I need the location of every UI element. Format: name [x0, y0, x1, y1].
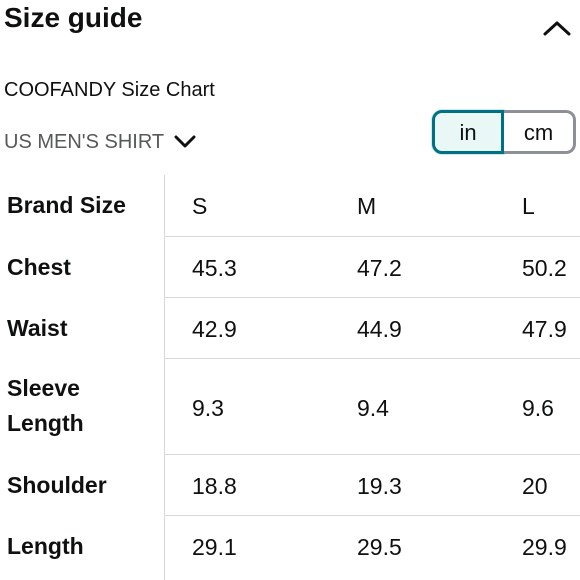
size-table: Brand Size S M L Chest 45.3 47.2 50.2 Wa…: [0, 175, 580, 580]
row-divider: [165, 358, 580, 359]
table-cell: 29.1: [192, 534, 237, 560]
table-row: Waist 42.9 44.9 47.9: [0, 298, 580, 358]
size-header-m: M: [357, 193, 377, 219]
brand-size-header: Brand Size: [7, 192, 126, 218]
table-cell: 29.5: [357, 534, 402, 560]
column-divider: [164, 175, 165, 580]
table-cell: 20: [522, 473, 548, 499]
table-cell: 19.3: [357, 473, 402, 499]
table-row: Length 29.1 29.5 29.9: [0, 516, 580, 580]
table-cell: 45.3: [192, 255, 237, 281]
row-label: Shoulder: [7, 472, 107, 498]
size-guide-header: Size guide: [0, 0, 580, 60]
table-cell: 50.2: [522, 255, 567, 281]
table-cell: 29.9: [522, 534, 567, 560]
table-row: Shoulder 18.8 19.3 20: [0, 455, 580, 515]
size-header-l: L: [522, 193, 535, 219]
row-label: Sleeve Length: [7, 375, 84, 436]
table-cell: 44.9: [357, 316, 402, 342]
row-divider: [165, 236, 580, 237]
row-divider: [165, 297, 580, 298]
size-header-s: S: [192, 193, 208, 219]
row-divider: [165, 515, 580, 516]
chevron-down-icon: [174, 135, 196, 148]
table-cell: 47.9: [522, 316, 567, 342]
table-cell: 47.2: [357, 255, 402, 281]
row-label: Waist: [7, 315, 68, 341]
table-row: Sleeve Length 9.3 9.4 9.6: [0, 359, 580, 454]
table-cell: 9.3: [192, 395, 224, 421]
table-cell: 9.6: [522, 395, 554, 421]
unit-toggle: in cm: [432, 110, 576, 154]
table-cell: 9.4: [357, 395, 389, 421]
size-chart-subtitle: COOFANDY Size Chart: [4, 79, 215, 101]
collapse-button[interactable]: [540, 14, 574, 42]
chevron-up-icon: [543, 21, 571, 36]
size-type-dropdown[interactable]: US MEN'S SHIRT: [4, 129, 196, 155]
unit-option-cm[interactable]: cm: [504, 110, 576, 154]
table-cell: 42.9: [192, 316, 237, 342]
row-label: Chest: [7, 254, 71, 280]
size-type-label: US MEN'S SHIRT: [4, 131, 165, 153]
unit-option-in[interactable]: in: [432, 110, 504, 154]
table-row: Chest 45.3 47.2 50.2: [0, 237, 580, 297]
page-title: Size guide: [4, 2, 143, 33]
row-divider: [165, 454, 580, 455]
table-header-row: Brand Size S M L: [0, 175, 580, 236]
table-cell: 18.8: [192, 473, 237, 499]
row-label: Length: [7, 533, 84, 559]
